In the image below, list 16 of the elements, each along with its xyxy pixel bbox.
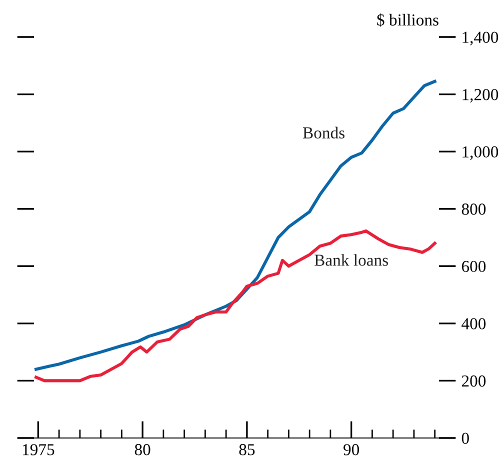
x-tick-label: 80 [134, 444, 150, 456]
x-tick-label: 85 [239, 444, 255, 456]
line-series [34, 229, 436, 382]
y-tick-label: 1,200 [462, 88, 498, 103]
series-label: Bank loans [314, 254, 388, 266]
x-tick-label: 90 [344, 444, 360, 456]
y-tick-label: 400 [462, 318, 486, 330]
y-axis-title: $ billions [377, 13, 438, 27]
y-tick-label: 200 [462, 375, 486, 387]
y-tick-label: 600 [462, 260, 486, 272]
y-tick-label: 0 [462, 432, 469, 444]
x-tick-label: 1975 [22, 444, 54, 456]
y-tick-label: 800 [462, 204, 486, 215]
y-tick-label: 1,400 [462, 32, 498, 46]
series-label: Bonds [302, 126, 344, 139]
y-tick-label: 1,000 [462, 146, 498, 160]
